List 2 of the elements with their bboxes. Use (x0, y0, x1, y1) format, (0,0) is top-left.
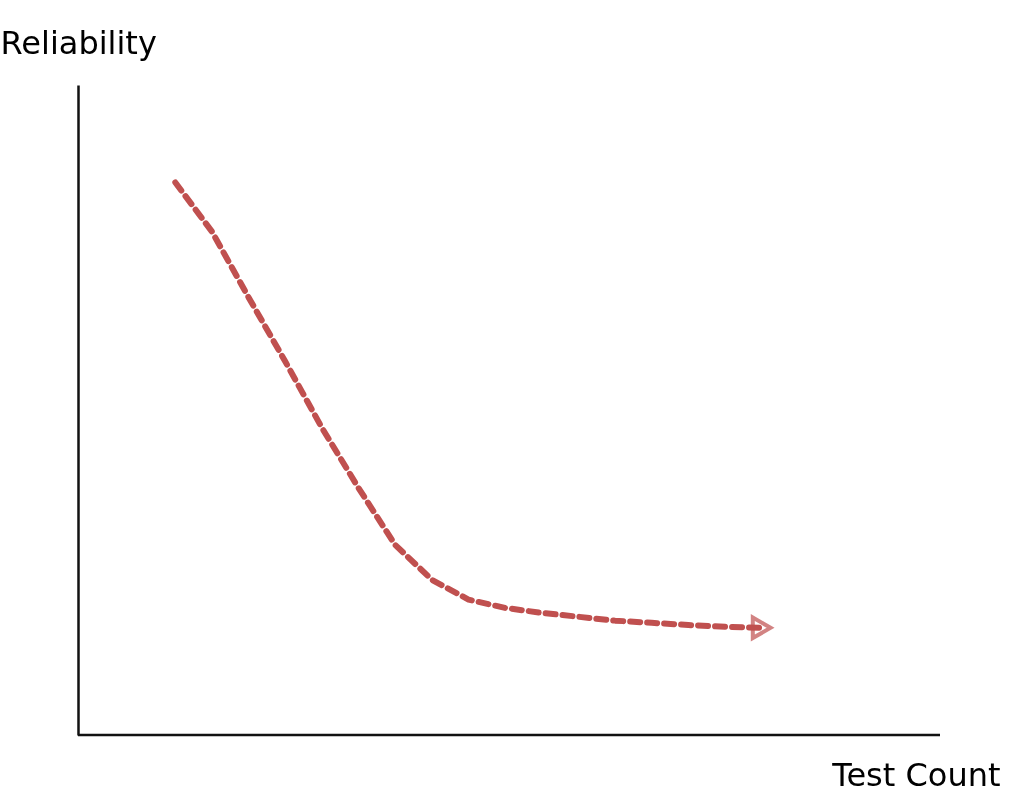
y-axis-title: Reliability (0, 23, 157, 62)
x-axis-title: Test Count (831, 755, 1001, 794)
